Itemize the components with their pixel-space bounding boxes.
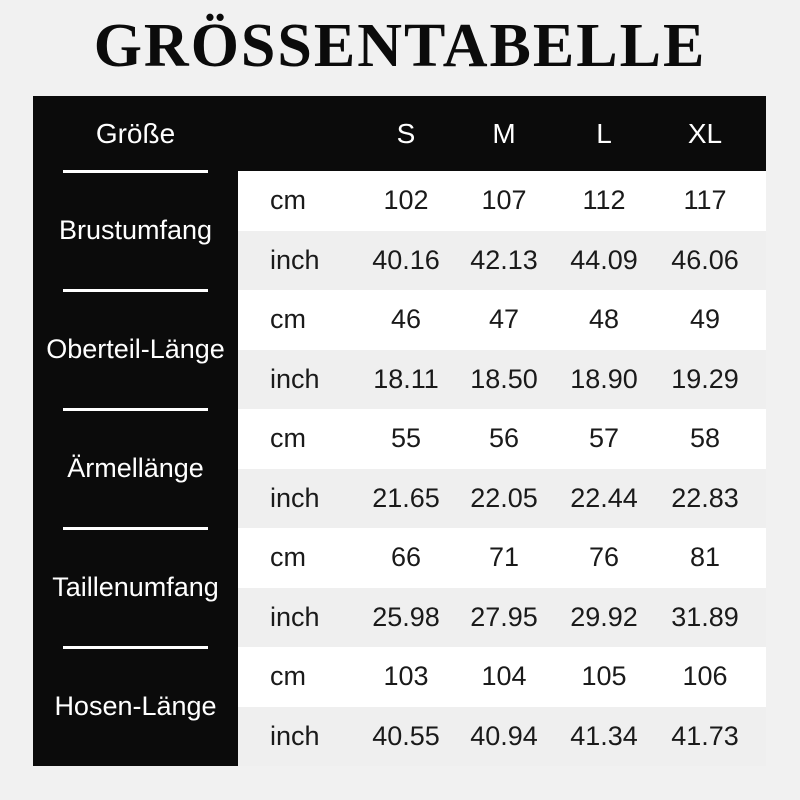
unit-label-cm: cm [270, 661, 306, 692]
value-cell: 105 [581, 661, 627, 692]
size-table: Größe S M L XL Brustumfang cm 102 107 112 117… [33, 96, 766, 766]
value-cell: 103 [383, 661, 429, 692]
unit-label-inch: inch [270, 720, 320, 751]
value-cell: 27.95 [470, 601, 538, 632]
value-cell: 42.13 [470, 244, 538, 275]
inch-row: inch 25.98 27.95 29.92 31.89 [238, 587, 766, 647]
measurement-label: Ärmellänge [67, 453, 204, 483]
value-cell: 49 [689, 304, 721, 335]
cm-row: cm 55 56 57 58 [238, 409, 766, 469]
measurement-subrows: cm 66 71 76 81 inch 25.98 27.95 29.92 31.89 [238, 528, 766, 647]
table-row-group: Hosen-Länge cm 103 104 105 106 inch 40.55 40.94 4… [33, 646, 766, 766]
cm-row: cm 66 71 76 81 [238, 528, 766, 588]
value-cell: 40.94 [470, 720, 538, 751]
value-cell: 41.34 [570, 720, 638, 751]
row-divider [63, 646, 208, 649]
measurement-label: Oberteil-Länge [46, 334, 225, 364]
table-header-row: Größe S M L XL [33, 96, 766, 171]
value-cell: 102 [383, 185, 429, 216]
unit-label-inch: inch [270, 601, 320, 632]
row-divider [63, 527, 208, 530]
table-row-group: Taillenumfang cm 66 71 76 81 inch 25.98 27.95 29.… [33, 527, 766, 647]
row-divider [63, 408, 208, 411]
value-cell: 71 [488, 542, 520, 573]
unit-label-cm: cm [270, 423, 306, 454]
table-row-group: Ärmellänge cm 55 56 57 58 inch 21.65 22.05 22.44 2… [33, 408, 766, 528]
row-divider [63, 289, 208, 292]
measurement-label-cell: Ärmellänge [33, 408, 238, 528]
value-cell: 66 [390, 542, 422, 573]
unit-label-cm: cm [270, 542, 306, 573]
header-size-l: L [596, 117, 612, 149]
value-cell: 25.98 [372, 601, 440, 632]
measurement-subrows: cm 103 104 105 106 inch 40.55 40.94 41.34 41.73 [238, 647, 766, 766]
table-row-group: Oberteil-Länge cm 46 47 48 49 inch 18.11 18.50 18… [33, 289, 766, 409]
value-cell: 58 [689, 423, 721, 454]
value-cell: 19.29 [671, 363, 739, 394]
header-size-xl: XL [687, 117, 723, 149]
unit-label-inch: inch [270, 363, 320, 394]
measurement-label: Taillenumfang [52, 572, 219, 602]
page-title: GRÖSSENTABELLE [93, 12, 707, 80]
value-cell: 40.16 [372, 244, 440, 275]
table-body: Brustumfang cm 102 107 112 117 inch 40.16 42.13 4… [33, 170, 766, 766]
value-cell: 44.09 [570, 244, 638, 275]
value-cell: 56 [488, 423, 520, 454]
value-cell: 31.89 [671, 601, 739, 632]
cm-row: cm 103 104 105 106 [238, 647, 766, 707]
unit-label-cm: cm [270, 304, 306, 335]
value-cell: 48 [588, 304, 620, 335]
table-row-group: Brustumfang cm 102 107 112 117 inch 40.16 42.13 4… [33, 170, 766, 290]
measurement-subrows: cm 102 107 112 117 inch 40.16 42.13 44.09 46.06 [238, 171, 766, 290]
value-cell: 22.44 [570, 482, 638, 513]
measurement-label-cell: Taillenumfang [33, 527, 238, 647]
value-cell: 117 [683, 185, 727, 216]
value-cell: 29.92 [570, 601, 638, 632]
row-divider [63, 170, 208, 173]
header-size-s: S [396, 117, 416, 149]
measurement-label: Hosen-Länge [54, 691, 217, 721]
value-cell: 41.73 [671, 720, 739, 751]
inch-row: inch 18.11 18.50 18.90 19.29 [238, 349, 766, 409]
header-size-m: M [492, 117, 516, 149]
cm-row: cm 46 47 48 49 [238, 290, 766, 350]
value-cell: 40.55 [372, 720, 440, 751]
value-cell: 81 [689, 542, 721, 573]
value-cell: 112 [582, 185, 626, 216]
value-cell: 104 [481, 661, 527, 692]
value-cell: 22.05 [470, 482, 538, 513]
value-cell: 18.90 [570, 363, 638, 394]
measurement-label: Brustumfang [58, 215, 213, 245]
inch-row: inch 40.16 42.13 44.09 46.06 [238, 230, 766, 290]
measurement-subrows: cm 46 47 48 49 inch 18.11 18.50 18.90 19.29 [238, 290, 766, 409]
value-cell: 47 [488, 304, 520, 335]
value-cell: 76 [588, 542, 620, 573]
value-cell: 57 [588, 423, 620, 454]
value-cell: 55 [390, 423, 422, 454]
unit-label-cm: cm [270, 185, 306, 216]
unit-label-inch: inch [270, 482, 320, 513]
value-cell: 18.11 [373, 363, 439, 394]
inch-row: inch 21.65 22.05 22.44 22.83 [238, 468, 766, 528]
measurement-label-cell: Brustumfang [33, 170, 238, 290]
measurement-label-cell: Hosen-Länge [33, 646, 238, 766]
value-cell: 46 [390, 304, 422, 335]
value-cell: 106 [682, 661, 728, 692]
value-cell: 22.83 [671, 482, 739, 513]
value-cell: 107 [481, 185, 527, 216]
unit-label-inch: inch [270, 244, 320, 275]
value-cell: 18.50 [470, 363, 538, 394]
inch-row: inch 40.55 40.94 41.34 41.73 [238, 706, 766, 766]
measurement-label-cell: Oberteil-Länge [33, 289, 238, 409]
cm-row: cm 102 107 112 117 [238, 171, 766, 231]
value-cell: 46.06 [671, 244, 739, 275]
header-size-label: Größe [95, 117, 176, 149]
measurement-subrows: cm 55 56 57 58 inch 21.65 22.05 22.44 22.83 [238, 409, 766, 528]
value-cell: 21.65 [372, 482, 440, 513]
